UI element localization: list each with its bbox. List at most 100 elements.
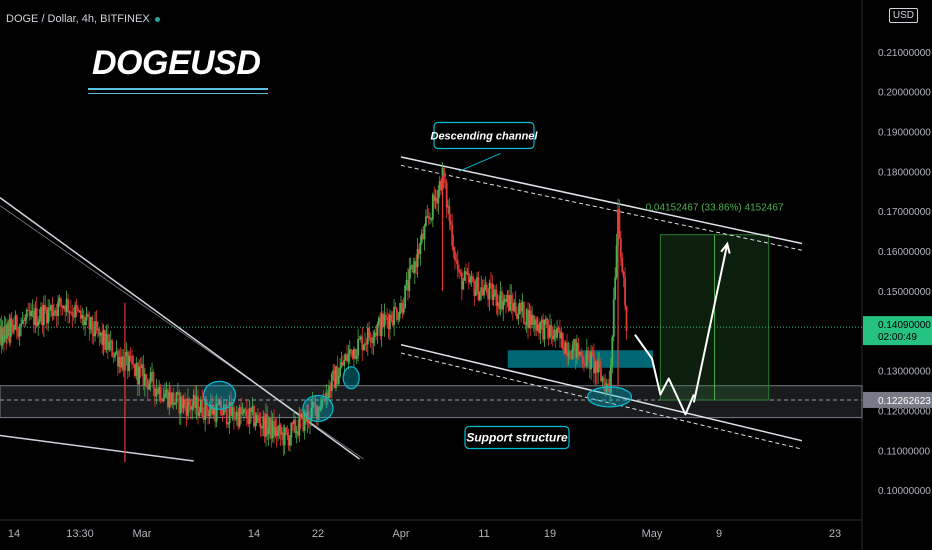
candle-body bbox=[505, 298, 507, 302]
support-label: Support structure bbox=[466, 431, 568, 445]
candle-body bbox=[431, 194, 434, 220]
candle-body bbox=[422, 233, 425, 240]
candle-body bbox=[568, 352, 571, 358]
candle-body bbox=[72, 315, 75, 318]
price-tick-label: 0.10000000 bbox=[878, 486, 931, 497]
candle-body bbox=[225, 404, 228, 425]
candle-body bbox=[411, 264, 413, 267]
candle-body bbox=[404, 285, 407, 309]
candle-body bbox=[564, 342, 567, 354]
candle-body bbox=[35, 308, 38, 327]
candle-body bbox=[426, 216, 429, 218]
candle-body bbox=[84, 320, 87, 326]
candle-body bbox=[359, 336, 362, 340]
time-tick-label: 19 bbox=[544, 528, 556, 540]
candle-body bbox=[171, 392, 174, 405]
candle-body bbox=[48, 307, 51, 311]
candle-body bbox=[89, 317, 92, 330]
candle-body bbox=[602, 377, 605, 383]
candle-body bbox=[340, 362, 343, 368]
candle-body bbox=[311, 401, 314, 408]
candle-body bbox=[299, 415, 302, 418]
candle-body bbox=[132, 363, 135, 365]
candle-body bbox=[34, 308, 37, 325]
candle-body bbox=[141, 364, 143, 368]
candle-body bbox=[494, 289, 496, 295]
channel-bottom-dashed bbox=[400, 352, 802, 450]
candle-body bbox=[106, 334, 109, 350]
candle-body bbox=[563, 349, 566, 354]
candle-body bbox=[47, 307, 50, 324]
candle-body bbox=[438, 180, 441, 190]
candle-body bbox=[463, 271, 466, 281]
title-underline-2 bbox=[88, 93, 268, 94]
candle-body bbox=[172, 392, 175, 405]
candle-body bbox=[261, 427, 263, 429]
candle-body bbox=[154, 387, 156, 397]
candle-body bbox=[383, 314, 386, 327]
candle-body bbox=[366, 327, 369, 345]
candle-body bbox=[533, 319, 536, 326]
candle-body bbox=[220, 400, 222, 415]
candle-body bbox=[588, 351, 591, 370]
candle-body bbox=[454, 251, 456, 261]
candle-body bbox=[204, 398, 207, 420]
candle-body bbox=[451, 224, 454, 246]
candle-body bbox=[434, 197, 437, 202]
candle-body bbox=[81, 315, 84, 319]
candle-body bbox=[281, 432, 283, 435]
candle-body bbox=[408, 269, 411, 291]
highlight-ellipse bbox=[202, 380, 237, 410]
candle-body bbox=[521, 302, 524, 312]
candle-body bbox=[149, 372, 152, 384]
candle-body bbox=[126, 351, 129, 372]
price-tick-label: 0.11000000 bbox=[878, 446, 931, 457]
candle-body bbox=[25, 309, 28, 318]
candle-body bbox=[511, 303, 514, 311]
candle-body bbox=[20, 323, 23, 327]
candle-body bbox=[175, 392, 178, 404]
highlight-ellipse bbox=[586, 386, 633, 408]
candle-body bbox=[133, 364, 136, 377]
candle-body bbox=[470, 276, 473, 280]
price-tick-label: 0.21000000 bbox=[878, 48, 931, 59]
candle-body bbox=[68, 311, 71, 313]
current-price-tag bbox=[863, 316, 932, 346]
candle-body bbox=[401, 302, 404, 313]
candle-body bbox=[116, 351, 119, 367]
countdown-text: 02:00:49 bbox=[878, 332, 917, 343]
candle-body bbox=[484, 284, 487, 290]
candle-body bbox=[40, 306, 42, 320]
candle-body bbox=[94, 320, 96, 337]
axis-layer: 0.10000000 0.11000000 0.12000000 0.13000000… bbox=[8, 48, 932, 540]
candle-body bbox=[88, 316, 91, 330]
time-tick-label: May bbox=[642, 528, 663, 540]
currency-button[interactable]: USD bbox=[888, 8, 918, 23]
candle-body bbox=[549, 325, 551, 338]
time-tick-label: 22 bbox=[312, 528, 324, 540]
candle-body bbox=[301, 413, 303, 418]
candle-body bbox=[377, 317, 380, 324]
candle-body bbox=[423, 226, 426, 240]
candle-body bbox=[159, 387, 162, 401]
candle-body bbox=[492, 294, 495, 300]
candle-body bbox=[92, 332, 95, 337]
candle-body bbox=[554, 329, 557, 338]
candle-body bbox=[95, 320, 98, 331]
candle-body bbox=[148, 383, 151, 390]
candle-body bbox=[271, 420, 274, 439]
candle-body bbox=[570, 357, 573, 360]
candle-body bbox=[111, 340, 114, 357]
candle-body bbox=[429, 217, 431, 219]
candle-body bbox=[201, 399, 204, 417]
candle-body bbox=[398, 311, 401, 319]
candle-body bbox=[465, 271, 467, 274]
channel-label-box bbox=[433, 121, 535, 150]
candle-body bbox=[156, 389, 159, 394]
candle-body bbox=[51, 305, 54, 316]
candle-body bbox=[31, 311, 34, 313]
candle-body bbox=[191, 406, 194, 410]
candle-body bbox=[489, 283, 492, 285]
